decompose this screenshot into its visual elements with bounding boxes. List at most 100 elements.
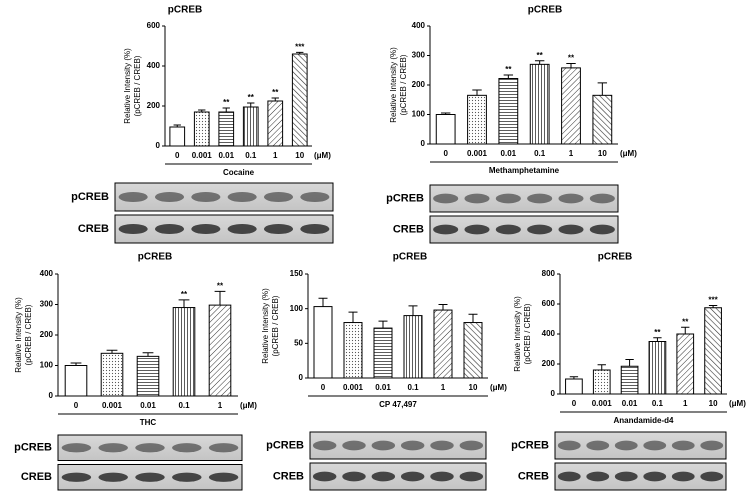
unit-label: (μM) [729,399,746,408]
blot-strip [429,215,619,244]
error-bar [625,359,634,367]
blot-band [464,224,490,235]
y-axis-label: (pCREB / CREB) [133,55,142,116]
blot-label: CREB [518,470,549,482]
chart-title: pCREB [138,252,172,263]
blot-band [459,471,484,482]
blot-band [400,440,425,451]
x-tick-label: 0.01 [140,401,156,410]
blot-band [614,471,638,482]
unit-label: (μM) [490,383,507,392]
blot-band [459,440,484,451]
y-axis-label: (pCREB / CREB) [271,295,280,356]
bar [136,355,160,397]
blot-band [614,440,638,451]
x-tick-label: 1 [683,399,688,408]
error-bar [472,89,482,96]
blot-band [527,193,553,204]
error-bar [534,60,545,65]
unit-label: (μM) [314,151,331,160]
blot-band [154,191,185,203]
y-axis-label: (pCREB / CREB) [399,54,408,115]
blot-strip [554,462,727,491]
x-tick-label: 10 [709,399,718,408]
significance-label: ** [248,93,255,102]
y-tick-label: 100 [290,304,304,313]
significance-label: ** [505,65,512,74]
blot-band [98,472,128,482]
error-bar [222,107,230,112]
error-bar [681,326,690,334]
bar [498,78,519,145]
y-tick-label: 0 [421,139,426,148]
bar [169,126,186,147]
blot-band [430,440,454,451]
error-bar [597,82,608,96]
y-tick-label: 200 [542,359,556,368]
bar [218,111,235,147]
significance-label: ** [682,317,689,326]
blot-band [98,443,128,453]
x-axis-label: THC [140,418,157,427]
significance-label: *** [708,296,718,305]
blot-band [643,440,667,451]
significance-label: ** [654,328,661,337]
y-tick-label: 400 [412,21,426,30]
blot-strip [309,431,487,460]
bar [291,53,308,147]
error-bar [408,305,418,316]
x-tick-label: 0.01 [218,151,234,160]
blot-band [527,224,553,235]
blot-band [586,440,610,451]
error-bar [106,349,118,354]
blot-label: CREB [21,471,52,483]
bar [64,365,88,397]
blot-band [263,191,294,203]
blot-label: pCREB [71,191,109,203]
blot-band [61,472,92,482]
blot-band [342,471,366,482]
blot-band [227,223,257,235]
x-tick-label: 0.01 [501,149,517,158]
blot-band [154,223,185,235]
x-tick-label: 0.001 [467,149,488,158]
error-bar [296,51,304,54]
blot-band [430,471,454,482]
error-bar [318,297,328,307]
error-bar [142,352,154,357]
x-tick-label: 0.01 [622,399,638,408]
blot-band [700,440,724,451]
x-tick-label: 0.1 [652,399,664,408]
significance-label: ** [272,88,279,97]
blot-strip [114,214,334,244]
bar [592,369,611,395]
blot-strip [309,462,487,491]
blot-band [557,471,581,482]
chart-title: pCREB [393,252,427,263]
bar [267,100,284,147]
blot-label: CREB [393,223,424,235]
y-tick-label: 800 [542,269,556,278]
error-bar [438,304,448,311]
y-tick-label: 200 [412,80,426,89]
y-tick-label: 400 [147,61,161,70]
error-bar [503,74,514,79]
blot-label: pCREB [266,439,304,451]
bar [343,322,363,379]
blot-band [263,223,294,235]
blot-band [191,223,221,235]
significance-label: ** [568,54,575,63]
blot-band [312,471,337,482]
blot-band [557,440,581,451]
blot-band [208,443,239,453]
y-axis-label: (pCREB / CREB) [24,304,33,365]
bar [193,111,210,147]
y-axis-label: Relative Intensity (%) [261,288,270,364]
x-axis-label: Cocaine [223,168,255,177]
blot-band [135,443,165,453]
chart-title: pCREB [528,5,562,16]
blot-band [312,440,337,451]
x-tick-label: 0.001 [102,401,123,410]
bar [403,315,423,379]
bar [208,304,232,397]
